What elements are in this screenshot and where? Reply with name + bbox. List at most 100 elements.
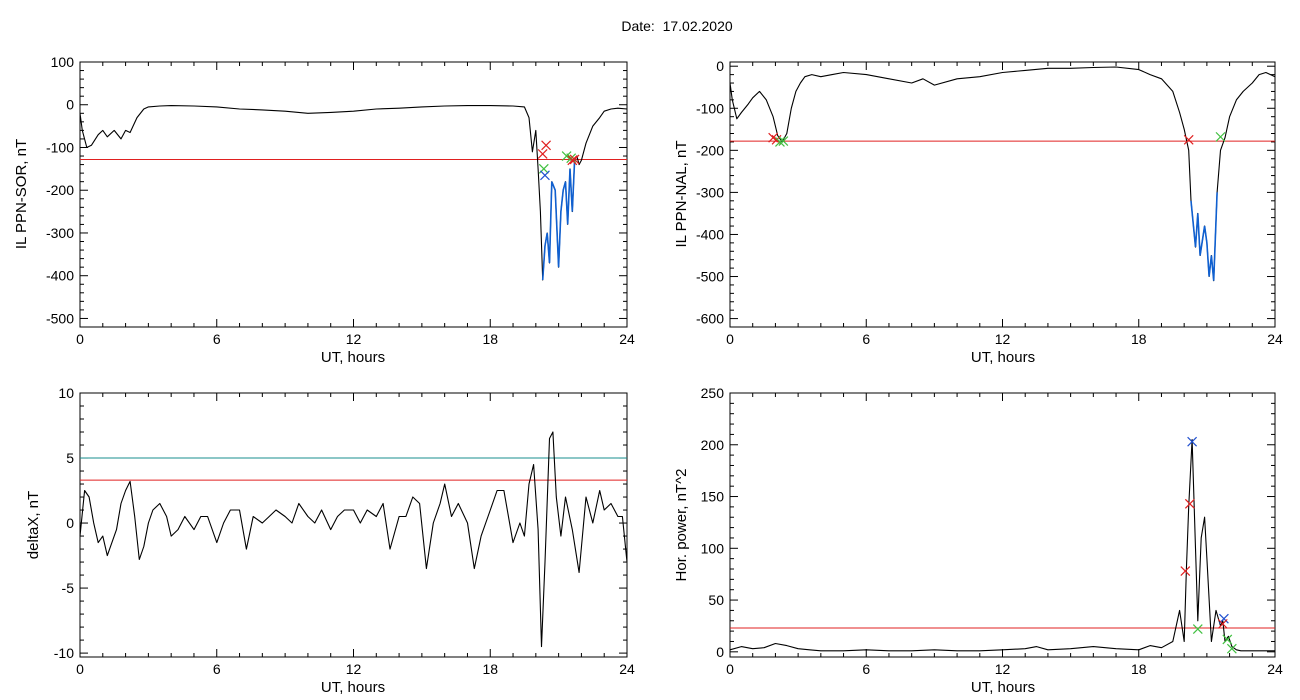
event-marker (566, 153, 577, 164)
x-tick-label: 12 (346, 661, 362, 677)
x-tick-label: 12 (995, 331, 1011, 347)
y-tick-label: 100 (51, 54, 75, 70)
event-marker (1226, 643, 1237, 654)
y-tick-label: -400 (46, 268, 74, 284)
y-tick-label: 0 (716, 58, 724, 74)
y-tick-label: -200 (696, 142, 724, 158)
y-tick-label: 250 (701, 385, 725, 401)
x-tick-label: 18 (1131, 331, 1147, 347)
y-axis-label: IL PPN-SOR, nT (13, 139, 30, 249)
x-tick-label: 6 (213, 331, 221, 347)
x-tick-label: 24 (619, 331, 635, 347)
y-tick-label: -300 (696, 184, 724, 200)
x-tick-label: 0 (76, 661, 84, 677)
marker-stroke (1226, 643, 1237, 654)
marker-stroke (540, 170, 550, 181)
chart-deltax: UT, hours deltaX, nT 0 6 12 18 24 10 5 0 -5 -10 (25, 385, 635, 696)
y-tick-label: -400 (696, 226, 724, 242)
date-value: 17.02.2020 (662, 18, 733, 34)
x-axis-label: UT, hours (971, 679, 1035, 696)
marker-stroke (1222, 634, 1233, 645)
marker-stroke (778, 136, 789, 147)
x-tick-label: 18 (1131, 661, 1147, 677)
marker-stroke (1184, 498, 1195, 509)
y-tick-label: -500 (46, 310, 74, 326)
y-tick-label: 5 (66, 450, 74, 466)
marker-stroke (566, 153, 577, 164)
y-tick-label: 0 (66, 515, 74, 531)
x-axis-label: UT, hours (321, 679, 385, 696)
x-tick-label: 0 (76, 331, 84, 347)
x-tick-label: 24 (619, 661, 635, 677)
series-line (79, 431, 628, 648)
x-tick-label: 18 (482, 661, 498, 677)
x-tick-label: 0 (726, 661, 734, 677)
event-marker (778, 136, 789, 147)
y-tick-label: -500 (696, 269, 724, 285)
y-tick-label: -100 (696, 100, 724, 116)
event-marker (1187, 436, 1198, 447)
marker-stroke (1180, 566, 1191, 576)
page-title: Date: 17.02.2020 (0, 18, 1300, 34)
date-label: Date: (621, 18, 655, 34)
series-line (729, 439, 1275, 652)
event-marker (567, 155, 578, 166)
y-tick-label: 0 (66, 97, 74, 113)
marker-stroke (1215, 131, 1226, 142)
marker-stroke (768, 132, 779, 143)
y-axis-label: Hor. power, nT^2 (673, 469, 690, 582)
highlight-segment (541, 155, 578, 281)
marker-stroke (569, 154, 580, 165)
event-marker (1180, 566, 1191, 576)
x-axis-label: UT, hours (971, 349, 1035, 366)
chart-il-sor: UT, hours IL PPN-SOR, nT 0 6 12 18 24 100 0 -10… (13, 54, 635, 366)
event-marker (1217, 618, 1228, 629)
y-tick-label: 10 (58, 385, 74, 401)
event-marker (569, 154, 580, 165)
event-marker (775, 136, 785, 147)
marker-stroke (1187, 436, 1198, 447)
x-tick-label: 6 (862, 331, 870, 347)
event-marker (1222, 634, 1233, 645)
marker-stroke (1192, 624, 1203, 634)
y-tick-label: 200 (701, 437, 725, 453)
y-axis-label: deltaX, nT (25, 491, 42, 559)
event-marker (541, 140, 552, 151)
marker-stroke (1183, 134, 1194, 145)
marker-stroke (537, 148, 548, 159)
event-marker (540, 170, 550, 181)
x-tick-label: 24 (1267, 331, 1283, 347)
x-tick-label: 12 (346, 331, 362, 347)
event-marker (1192, 624, 1203, 634)
event-marker (537, 148, 548, 159)
y-tick-label: 0 (716, 644, 724, 660)
marker-stroke (775, 136, 785, 147)
y-tick-label: 150 (701, 489, 725, 505)
y-tick-label: -300 (46, 225, 74, 241)
marker-stroke (567, 155, 578, 166)
plot-frame (729, 392, 1276, 658)
event-marker (1184, 498, 1195, 509)
marker-stroke (1217, 618, 1228, 629)
y-tick-label: 50 (708, 592, 724, 608)
marker-stroke (561, 151, 572, 161)
x-tick-label: 18 (482, 331, 498, 347)
x-tick-label: 12 (995, 661, 1011, 677)
event-marker (1183, 134, 1194, 145)
y-tick-label: -5 (62, 580, 75, 596)
y-tick-label: 100 (701, 540, 725, 556)
y-axis-label: IL PPN-NAL, nT (673, 141, 690, 248)
x-tick-label: 24 (1267, 661, 1283, 677)
y-tick-label: -600 (696, 311, 724, 327)
y-tick-label: -10 (54, 645, 74, 661)
x-tick-label: 6 (862, 661, 870, 677)
y-tick-label: -200 (46, 182, 74, 198)
y-tick-label: -100 (46, 139, 74, 155)
highlight-segment (1190, 192, 1218, 281)
x-axis-label: UT, hours (321, 349, 385, 366)
x-tick-label: 0 (726, 331, 734, 347)
marker-stroke (541, 140, 552, 151)
x-tick-label: 6 (213, 661, 221, 677)
